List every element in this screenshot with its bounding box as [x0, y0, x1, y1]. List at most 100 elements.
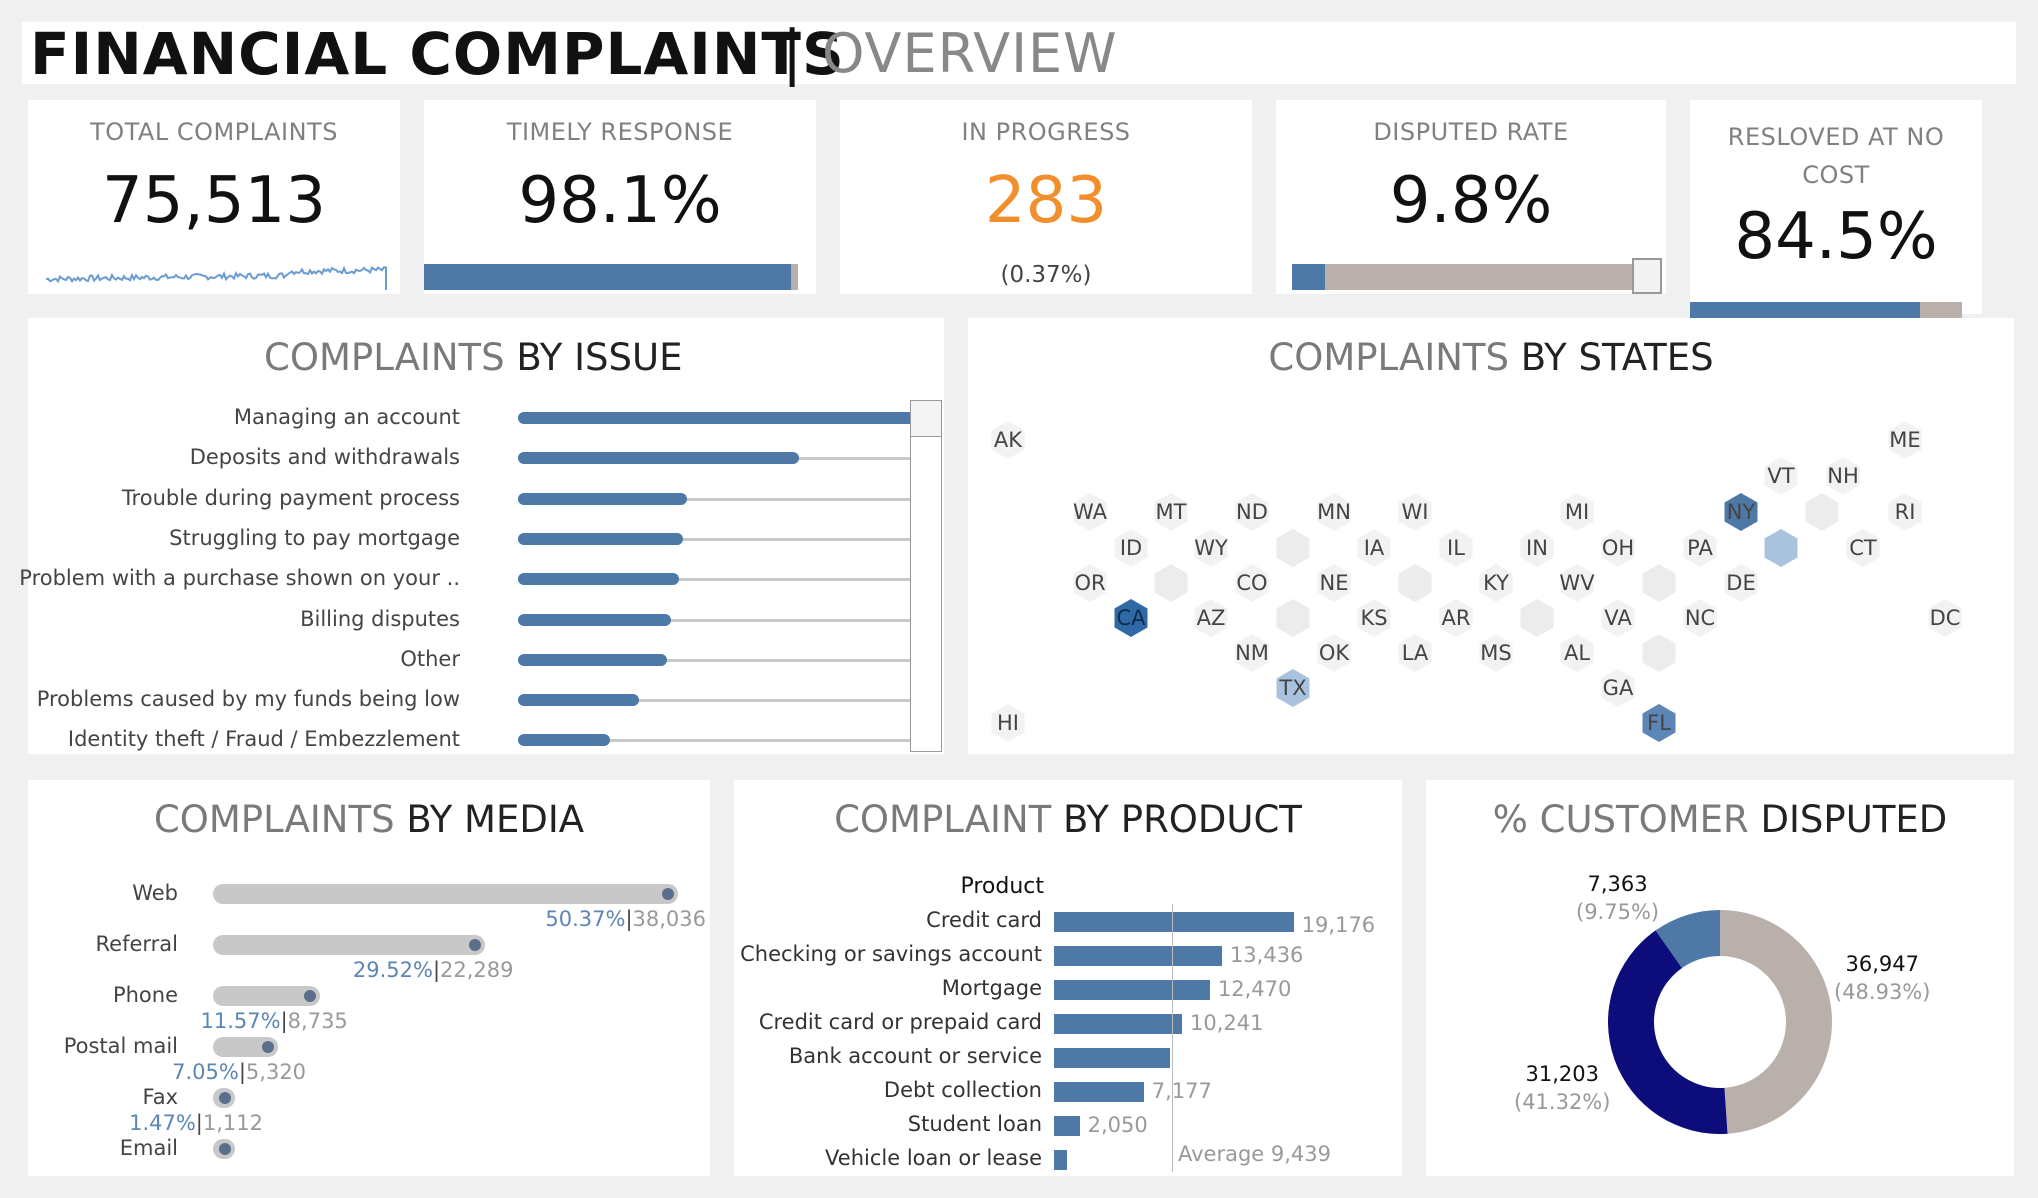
issue-bar[interactable]: [518, 492, 687, 505]
state-hex-tx[interactable]: [1276, 669, 1310, 707]
issue-label: Struggling to pay mortgage: [169, 525, 460, 550]
kpi-disputed-label: DISPUTED RATE: [1373, 118, 1569, 146]
issue-bar[interactable]: [518, 573, 679, 586]
kpi-total-complaints[interactable]: TOTAL COMPLAINTS 75,513: [28, 100, 400, 294]
product-bar[interactable]: [1054, 1150, 1067, 1170]
state-hex-fl[interactable]: [1642, 704, 1676, 742]
state-hex-in[interactable]: [1520, 529, 1554, 567]
product-label: Student loan: [907, 1112, 1042, 1136]
state-hex-va[interactable]: [1601, 599, 1635, 637]
state-hex-id[interactable]: [1114, 529, 1148, 567]
state-hex-ne[interactable]: [1317, 564, 1351, 602]
state-hex-ny[interactable]: [1724, 493, 1758, 531]
state-hex-blank[interactable]: [1154, 564, 1188, 602]
state-hex-blank[interactable]: [1764, 529, 1798, 567]
state-hex-vt[interactable]: [1764, 457, 1798, 495]
state-hex-de[interactable]: [1724, 564, 1758, 602]
donut-slice-0[interactable]: [1655, 910, 1720, 969]
kpi-nocost-label: RESLOVED AT NO COST: [1727, 123, 1945, 189]
state-hex-blank[interactable]: [1642, 634, 1676, 672]
issue-bar[interactable]: [518, 734, 611, 747]
state-hex-ks[interactable]: [1357, 599, 1391, 637]
state-hex-ok[interactable]: [1317, 634, 1351, 672]
state-hex-dc[interactable]: [1928, 599, 1962, 637]
kpi-timely-bar-track: [424, 264, 798, 290]
state-hex-nd[interactable]: [1235, 493, 1269, 531]
state-hex-ri[interactable]: [1888, 493, 1922, 531]
state-hex-mt[interactable]: [1154, 493, 1188, 531]
state-hex-blank[interactable]: [1520, 599, 1554, 637]
state-hex-blank[interactable]: [1805, 493, 1839, 531]
state-hex-hi[interactable]: [991, 704, 1025, 742]
issue-track: [518, 618, 910, 622]
state-hex-or[interactable]: [1073, 564, 1107, 602]
state-hex-ky[interactable]: [1479, 564, 1513, 602]
state-label: CT: [1849, 536, 1877, 560]
state-hex-mn[interactable]: [1317, 493, 1351, 531]
product-bar[interactable]: [1054, 1048, 1171, 1068]
state-hex-oh[interactable]: [1601, 529, 1635, 567]
issue-bar[interactable]: [518, 412, 920, 424]
state-hex-az[interactable]: [1194, 599, 1228, 637]
state-hex-al[interactable]: [1560, 634, 1594, 672]
state-label: NC: [1684, 606, 1716, 630]
product-header: Product: [960, 874, 1044, 899]
state-hex-blank[interactable]: [1276, 599, 1310, 637]
product-bar[interactable]: [1054, 980, 1210, 1000]
product-bar[interactable]: [1054, 912, 1294, 932]
state-label: LA: [1401, 641, 1429, 665]
issue-bar[interactable]: [518, 694, 639, 707]
state-hex-nh[interactable]: [1826, 457, 1860, 495]
product-bar[interactable]: [1054, 946, 1222, 966]
issue-bar[interactable]: [518, 653, 667, 666]
state-hex-co[interactable]: [1235, 564, 1269, 602]
media-value-label: 11.57%|8,735: [200, 1009, 348, 1033]
issue-bar[interactable]: [518, 532, 683, 545]
donut-slice-1[interactable]: [1720, 910, 1833, 1134]
state-hex-wy[interactable]: [1194, 529, 1228, 567]
media-bar[interactable]: [213, 935, 486, 955]
kpi-nocost-value: 84.5%: [1734, 200, 1938, 274]
state-label: AL: [1563, 641, 1591, 665]
state-hex-blank[interactable]: [1398, 564, 1432, 602]
issue-bar[interactable]: [518, 613, 671, 626]
media-bar[interactable]: [213, 986, 320, 1006]
kpi-disputed-rate[interactable]: DISPUTED RATE 9.8%: [1276, 100, 1666, 294]
state-hex-ar[interactable]: [1439, 599, 1473, 637]
state-hex-nm[interactable]: [1235, 634, 1269, 672]
media-dot: [469, 939, 482, 951]
product-bar[interactable]: [1054, 1014, 1182, 1034]
state-hex-wa[interactable]: [1073, 493, 1107, 531]
state-hex-la[interactable]: [1398, 634, 1432, 672]
state-hex-nc[interactable]: [1683, 599, 1717, 637]
state-hex-il[interactable]: [1439, 529, 1473, 567]
media-bar[interactable]: [213, 884, 678, 904]
state-hex-ia[interactable]: [1357, 529, 1391, 567]
product-bar[interactable]: [1054, 1116, 1080, 1136]
state-hex-blank[interactable]: [1276, 529, 1310, 567]
donut-slice-2[interactable]: [1608, 930, 1728, 1134]
kpi-resolved-no-cost[interactable]: RESLOVED AT NO COST 84.5%: [1690, 100, 1982, 318]
kpi-timely-response[interactable]: TIMELY RESPONSE 98.1%: [424, 100, 816, 294]
state-hex-pa[interactable]: [1683, 529, 1717, 567]
state-label: MI: [1564, 500, 1590, 524]
kpi-timely-bar-fill: [424, 264, 791, 290]
state-hex-ct[interactable]: [1846, 529, 1880, 567]
state-hex-ak[interactable]: [991, 421, 1025, 459]
issue-label: Problem with a purchase shown on your ..: [19, 566, 460, 591]
issue-scrollbar[interactable]: [910, 400, 942, 752]
state-hex-wv[interactable]: [1560, 564, 1594, 602]
state-hex-ca[interactable]: [1114, 599, 1148, 637]
product-bar[interactable]: [1054, 1082, 1144, 1102]
state-hex-wi[interactable]: [1398, 493, 1432, 531]
issue-scrollbar-thumb[interactable]: [911, 401, 941, 437]
issue-bar[interactable]: [518, 452, 800, 465]
state-hex-blank[interactable]: [1642, 564, 1676, 602]
media-bar[interactable]: [213, 1037, 279, 1057]
state-hex-ms[interactable]: [1479, 634, 1513, 672]
media-label: Postal mail: [63, 1034, 178, 1058]
kpi-in-progress[interactable]: IN PROGRESS 283 (0.37%): [840, 100, 1252, 294]
state-hex-ga[interactable]: [1601, 669, 1635, 707]
state-hex-mi[interactable]: [1560, 493, 1594, 531]
state-hex-me[interactable]: [1888, 421, 1922, 459]
